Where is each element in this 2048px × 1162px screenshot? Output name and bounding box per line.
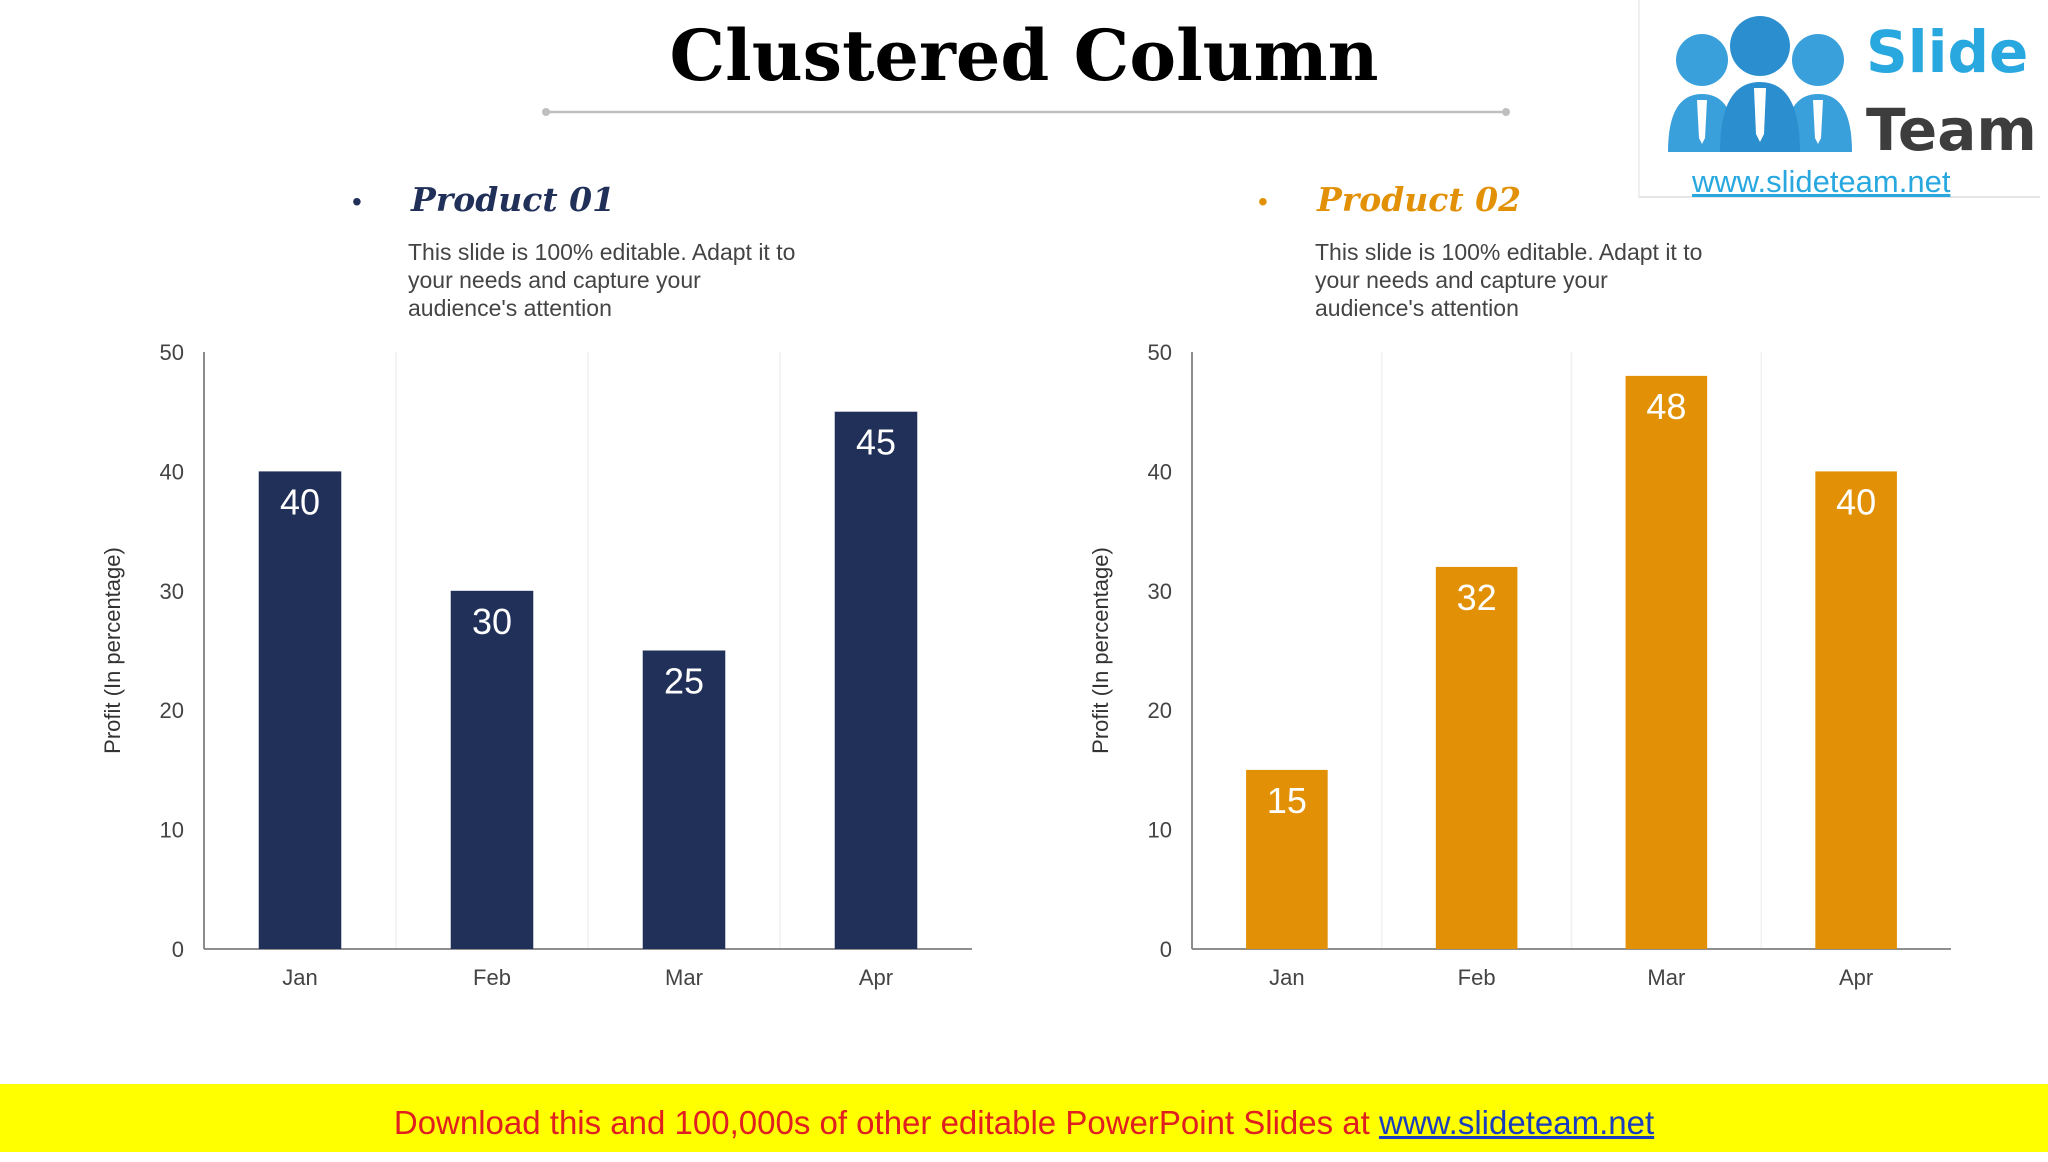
y-tick-label: 20 <box>1148 698 1172 723</box>
product-01-description: This slide is 100% editable. Adapt it to… <box>408 239 796 321</box>
y-tick-label: 0 <box>172 937 184 962</box>
banner-text: Download this and 100,000s of other edit… <box>393 1104 1379 1141</box>
product-01-heading: Product 01 <box>411 180 616 219</box>
bar-feb <box>450 590 534 949</box>
x-tick-label: Mar <box>665 965 703 990</box>
x-tick-label: Feb <box>473 965 511 990</box>
y-tick-label: 10 <box>1148 818 1172 843</box>
data-label: 48 <box>1646 386 1686 427</box>
product-02-heading: Product 02 <box>1317 180 1522 219</box>
y-axis-title: Profit (In percentage) <box>1088 547 1113 754</box>
slide-title: Clustered Column <box>669 14 1379 97</box>
banner-link[interactable]: www.slideteam.net <box>1379 1104 1655 1141</box>
data-label: 45 <box>856 422 896 463</box>
y-tick-label: 40 <box>160 459 184 484</box>
title-divider <box>542 108 1510 116</box>
y-tick-label: 40 <box>1148 459 1172 484</box>
data-label: 32 <box>1457 577 1497 618</box>
x-tick-label: Mar <box>1647 965 1685 990</box>
y-tick-label: 10 <box>160 818 184 843</box>
y-tick-label: 50 <box>160 340 184 365</box>
data-label: 25 <box>664 661 704 702</box>
bar-mar <box>642 650 726 949</box>
y-axis-title: Profit (In percentage) <box>100 547 125 754</box>
y-tick-label: 50 <box>1148 340 1172 365</box>
product-01-bullet: • <box>352 186 362 217</box>
x-tick-label: Jan <box>1269 965 1304 990</box>
data-label: 15 <box>1267 780 1307 821</box>
bar-apr <box>1815 471 1897 949</box>
product-01-column-chart: 0 10 20 30 40 50 Profit (In percentage) 40 Jan 30… <box>100 340 972 990</box>
bar-jan <box>258 471 342 949</box>
bar-jan <box>1246 769 1328 949</box>
bar-mar <box>1625 375 1708 949</box>
product-02-description: This slide is 100% editable. Adapt it to… <box>1315 239 1703 321</box>
y-tick-label: 30 <box>160 579 184 604</box>
x-tick-label: Feb <box>1458 965 1496 990</box>
product-02-column-chart: 0 10 20 30 40 50 Profit (In percentage) 15 Jan 32… <box>1088 340 1951 990</box>
x-tick-label: Apr <box>859 965 893 990</box>
data-label: 40 <box>1836 481 1876 522</box>
y-tick-label: 0 <box>1160 937 1172 962</box>
logo-url-link[interactable]: www.slideteam.net <box>1692 164 1951 199</box>
download-banner: Download this and 100,000s of other edit… <box>0 1084 2048 1152</box>
x-tick-label: Apr <box>1839 965 1873 990</box>
bar-apr <box>834 411 918 949</box>
y-tick-label: 30 <box>1148 579 1172 604</box>
logo-text-team: Team <box>1866 96 2037 164</box>
bar-feb <box>1435 566 1518 949</box>
y-tick-label: 20 <box>160 698 184 723</box>
logo-text-slide: Slide <box>1866 18 2029 86</box>
product-02-bullet: • <box>1258 186 1268 217</box>
data-label: 40 <box>280 481 320 522</box>
x-tick-label: Jan <box>282 965 317 990</box>
team-people-icon <box>1668 16 1852 152</box>
data-label: 30 <box>472 601 512 642</box>
slideteam-logo: Slide Team www.slideteam.net <box>1638 0 2040 199</box>
